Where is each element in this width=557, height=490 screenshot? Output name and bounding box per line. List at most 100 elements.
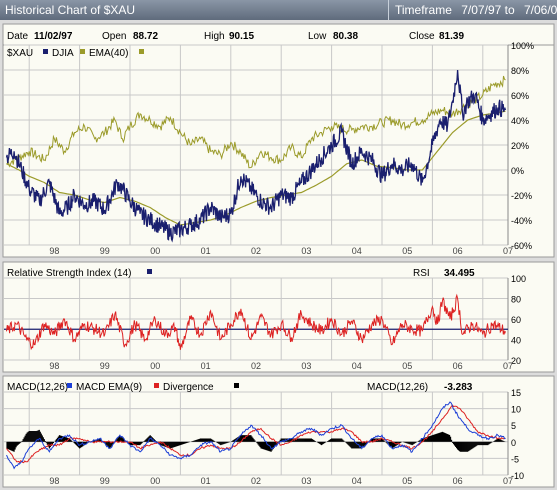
x-tick-label: 03 xyxy=(301,476,311,486)
macd-legend-divergence: Divergence xyxy=(163,382,214,393)
y-tick-label: 15 xyxy=(511,388,521,398)
macd-readout-value: -3.283 xyxy=(444,382,473,393)
close-value: 81.39 xyxy=(439,31,464,42)
y-tick-label: 100 xyxy=(511,274,526,284)
legend-djia-swatch xyxy=(43,49,48,54)
x-tick-label: 00 xyxy=(150,476,160,486)
x-tick-label: 01 xyxy=(201,246,211,256)
macd-panel xyxy=(2,375,555,488)
x-tick-label: 02 xyxy=(251,246,261,256)
rsi-panel xyxy=(2,261,555,373)
y-tick-label: 40% xyxy=(511,116,529,126)
y-tick-label: 60% xyxy=(511,91,529,101)
x-tick-label: 03 xyxy=(301,361,311,371)
macd-legend-macd: MACD(12,26) xyxy=(7,382,68,393)
x-tick-label: 02 xyxy=(251,476,261,486)
x-tick-label: 06 xyxy=(453,246,463,256)
rsi-readout-value: 34.495 xyxy=(444,268,475,279)
x-tick-label: 07 xyxy=(503,476,513,486)
x-tick-label: 03 xyxy=(301,246,311,256)
price-panel xyxy=(2,44,555,258)
rsi-readout-label: RSI xyxy=(413,268,430,279)
rsi-series xyxy=(4,293,508,351)
macd-grid xyxy=(4,391,509,476)
rsi-legend-swatch xyxy=(147,269,152,274)
rsi-line xyxy=(6,293,506,351)
y-tick-label: 20 xyxy=(511,356,521,366)
y-tick-label: 20% xyxy=(511,141,529,151)
macd-series xyxy=(6,401,506,470)
x-tick-label: 05 xyxy=(402,476,412,486)
y-tick-label: -60% xyxy=(511,241,532,251)
legend-ema-swatch xyxy=(80,49,85,54)
rsi-title: Relative Strength Index (14) xyxy=(7,268,132,279)
rsi-y-ticks: 100 80 60 40 20 xyxy=(511,274,526,366)
x-tick-label: 06 xyxy=(453,476,463,486)
x-tick-label: 98 xyxy=(49,246,59,256)
y-tick-label: -5 xyxy=(511,454,519,464)
y-tick-label: 60 xyxy=(511,315,521,325)
x-tick-label: 00 xyxy=(150,361,160,371)
y-tick-label: -40% xyxy=(511,216,532,226)
low-value: 80.38 xyxy=(333,31,358,42)
quote-bar xyxy=(2,23,555,46)
open-label: Open xyxy=(102,31,126,42)
macd-header: MACD(12,26) MACD EMA(9) Divergence MACD(… xyxy=(7,382,473,393)
macd-readout-label: MACD(12,26) xyxy=(367,382,428,393)
y-tick-label: 5 xyxy=(511,421,516,431)
x-tick-label: 07 xyxy=(503,361,513,371)
chart-title: Historical Chart of $XAU xyxy=(5,3,136,17)
x-tick-label: 99 xyxy=(100,476,110,486)
legend-xau: $XAU xyxy=(7,48,33,59)
x-tick-label: 99 xyxy=(100,361,110,371)
x-tick-label: 05 xyxy=(402,246,412,256)
chart-svg: Date 11/02/97 Open 88.72 High 90.15 Low … xyxy=(2,23,555,488)
x-tick-label: 02 xyxy=(251,361,261,371)
y-tick-label: 40 xyxy=(511,336,521,346)
price-series xyxy=(5,69,507,243)
close-label: Close xyxy=(409,31,435,42)
y-tick-label: -20% xyxy=(511,191,532,201)
timeframe-label: Timeframe xyxy=(395,3,452,17)
x-tick-label: 98 xyxy=(49,361,59,371)
y-tick-label: 0% xyxy=(511,166,524,176)
djia-line xyxy=(6,75,506,169)
y-tick-label: 0 xyxy=(511,438,516,448)
macd-y-ticks: 15 10 5 0 -5 -10 xyxy=(511,388,524,481)
date-value: 11/02/97 xyxy=(34,31,73,42)
timeframe-display[interactable]: Timeframe 7/07/97 to 7/06/07 xyxy=(388,0,557,20)
x-tick-label: 04 xyxy=(352,361,362,371)
price-y-ticks: 100% 80% 60% 40% 20% 0% -20% -40% -60% xyxy=(511,41,534,251)
x-tick-label: 00 xyxy=(150,246,160,256)
macd-legend-divergence-swatch xyxy=(234,383,239,388)
macd-x-ticks: 98 99 00 01 02 03 04 05 06 07 xyxy=(49,476,513,486)
timeframe-end: 7/06/07 xyxy=(523,3,557,17)
high-label: High xyxy=(204,31,225,42)
title-bar: Historical Chart of $XAU Timeframe 7/07/… xyxy=(0,0,557,20)
macd-line xyxy=(6,401,506,470)
y-tick-label: 10 xyxy=(511,405,521,415)
xau-line xyxy=(5,69,507,243)
timeframe-start: 7/07/97 to xyxy=(461,3,515,17)
date-label: Date xyxy=(7,31,29,42)
high-value: 90.15 xyxy=(229,31,254,42)
low-label: Low xyxy=(308,31,327,42)
x-tick-label: 06 xyxy=(453,361,463,371)
macd-legend-macd-swatch xyxy=(67,383,72,388)
x-tick-label: 98 xyxy=(49,476,59,486)
macd-legend-ema-swatch xyxy=(154,383,159,388)
rsi-header: Relative Strength Index (14) RSI 34.495 xyxy=(7,268,475,279)
legend-ema: EMA(40) xyxy=(89,48,128,59)
macd-legend-ema: MACD EMA(9) xyxy=(76,382,142,393)
x-tick-label: 05 xyxy=(402,361,412,371)
legend-djia: DJIA xyxy=(52,48,74,59)
x-tick-label: 04 xyxy=(352,246,362,256)
x-tick-label: 07 xyxy=(503,246,513,256)
price-x-ticks: 98 99 00 01 02 03 04 05 06 07 xyxy=(49,246,513,256)
y-tick-label: 80% xyxy=(511,66,529,76)
quote-readout: Date 11/02/97 Open 88.72 High 90.15 Low … xyxy=(7,31,464,42)
open-value: 88.72 xyxy=(133,31,158,42)
x-tick-label: 04 xyxy=(352,476,362,486)
rsi-grid xyxy=(4,277,509,361)
